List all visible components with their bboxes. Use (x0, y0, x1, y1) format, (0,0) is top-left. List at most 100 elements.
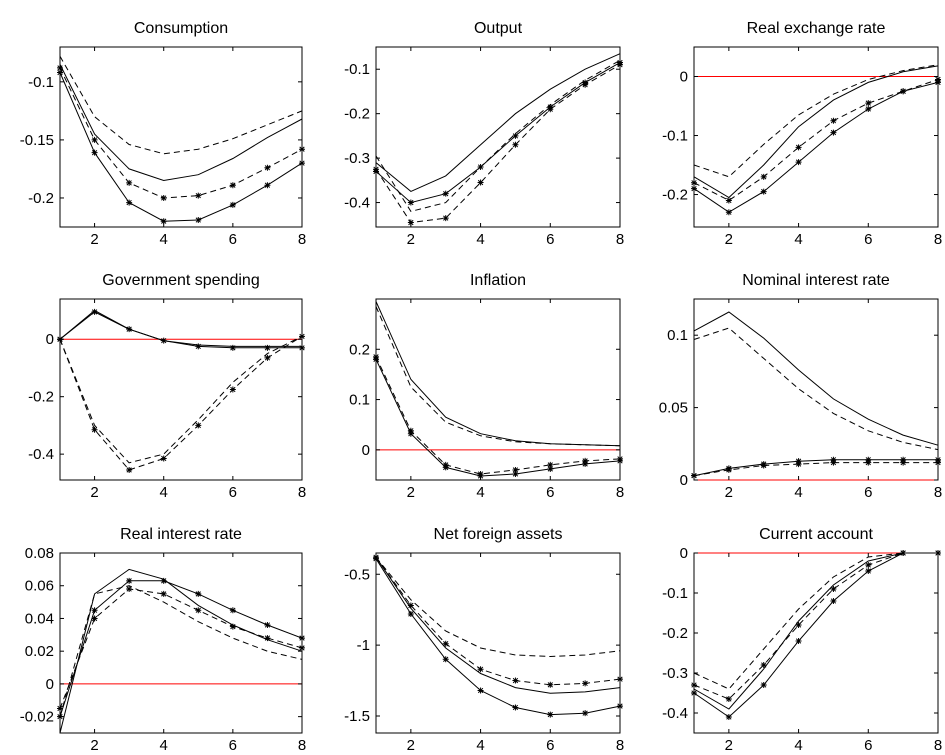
axes-frame (375, 298, 621, 481)
x-tick-label: 6 (546, 484, 554, 501)
series-marker (477, 666, 484, 673)
series-marker (795, 159, 802, 166)
axes-frame (59, 298, 303, 481)
series-marker (547, 681, 554, 688)
series-line-3 (59, 335, 303, 464)
series-marker (477, 687, 484, 694)
y-tick-label: 0 (680, 69, 688, 86)
axes-frame (375, 46, 621, 228)
series-marker (691, 179, 697, 186)
series-marker (760, 682, 767, 688)
x-tick-label: 8 (934, 484, 942, 501)
series-marker (91, 136, 98, 143)
x-tick-label: 4 (160, 737, 168, 754)
series-line-2 (59, 585, 303, 717)
x-tick-label: 2 (90, 737, 98, 754)
series-line-3 (693, 552, 938, 700)
y-tick-label: -0.1 (662, 128, 688, 145)
series-marker (57, 705, 63, 712)
series-marker (160, 590, 167, 597)
series-marker (760, 173, 767, 180)
x-tick-label: 4 (794, 231, 802, 248)
series-marker (91, 149, 98, 156)
series-line-3 (375, 557, 621, 686)
series-marker (477, 472, 484, 479)
series-line-4 (693, 462, 938, 477)
series-marker (830, 598, 837, 604)
series-marker (795, 461, 802, 468)
series-line-2 (59, 56, 303, 155)
series-marker (547, 711, 554, 718)
panel-1: 2 4 6 8 -0.2 -0.15 -0.1 Consumption (20, 20, 306, 248)
series-marker (91, 426, 98, 433)
series-marker (264, 354, 271, 361)
series-marker (935, 79, 941, 86)
series-marker (264, 622, 271, 628)
series-marker (725, 197, 732, 204)
series-marker (512, 704, 519, 711)
y-tick-label: 0.1 (667, 327, 688, 344)
series-marker (760, 462, 767, 469)
x-tick-label: 2 (90, 231, 98, 248)
y-tick-label: 0.2 (349, 341, 370, 358)
y-tick-label: 0.05 (659, 400, 688, 417)
y-tick-label: 0.08 (25, 545, 54, 562)
y-tick-label: 0.1 (349, 392, 370, 409)
x-tick-label: 8 (616, 737, 624, 754)
series-line-4 (59, 588, 303, 709)
x-tick-label: 2 (407, 231, 415, 248)
series-line-2 (693, 552, 938, 710)
series-marker (160, 455, 167, 462)
panel-title: Output (474, 20, 523, 37)
series-marker (760, 188, 767, 195)
series-marker (229, 623, 236, 630)
x-tick-label: 2 (725, 484, 733, 501)
x-tick-label: 6 (229, 484, 237, 501)
series-line-1 (59, 309, 302, 347)
x-tick-label: 4 (476, 231, 484, 248)
y-tick-label: -0.4 (28, 446, 54, 463)
series-marker (373, 168, 379, 175)
series-line-4 (375, 62, 621, 204)
series-line-1 (693, 311, 939, 446)
series-marker (547, 461, 554, 468)
x-tick-label: 6 (546, 737, 554, 754)
series-marker (512, 132, 519, 139)
y-tick-label: -1 (357, 637, 370, 654)
series-marker (264, 182, 271, 189)
series-marker (865, 105, 872, 112)
series-marker (126, 577, 133, 584)
x-tick-label: 6 (229, 231, 237, 248)
series-marker (299, 644, 305, 651)
x-tick-label: 4 (794, 737, 802, 754)
y-tick-label: -0.2 (28, 389, 54, 406)
y-tick-label: -0.3 (344, 150, 370, 167)
series-marker (691, 682, 697, 688)
series-marker (299, 160, 305, 167)
series-marker (512, 677, 519, 684)
series-line-1 (59, 64, 303, 182)
series-line-4 (693, 81, 939, 213)
series-marker (407, 427, 414, 434)
series-line-1 (375, 53, 621, 192)
y-tick-label: 0 (46, 331, 54, 348)
series-marker (195, 607, 202, 614)
y-tick-label: -0.1 (662, 585, 688, 602)
x-tick-label: 6 (864, 484, 872, 501)
series-line-2 (375, 59, 621, 212)
series-marker (195, 217, 202, 224)
panel-2: 2 4 6 8 -0.4 -0.3 -0.2 -0.1 Output (344, 20, 624, 248)
series-line-2 (693, 64, 939, 178)
series-marker (935, 459, 941, 466)
series-marker (299, 146, 305, 153)
panel-title: Real exchange rate (747, 20, 886, 37)
series-marker (126, 326, 133, 333)
series-marker (126, 586, 133, 592)
series-marker (264, 635, 271, 642)
y-tick-label: -0.1 (344, 61, 370, 78)
y-tick-label: -0.3 (662, 665, 688, 682)
y-tick-label: 0 (362, 442, 370, 459)
series-marker (229, 344, 236, 351)
y-tick-label: -0.4 (662, 705, 688, 722)
